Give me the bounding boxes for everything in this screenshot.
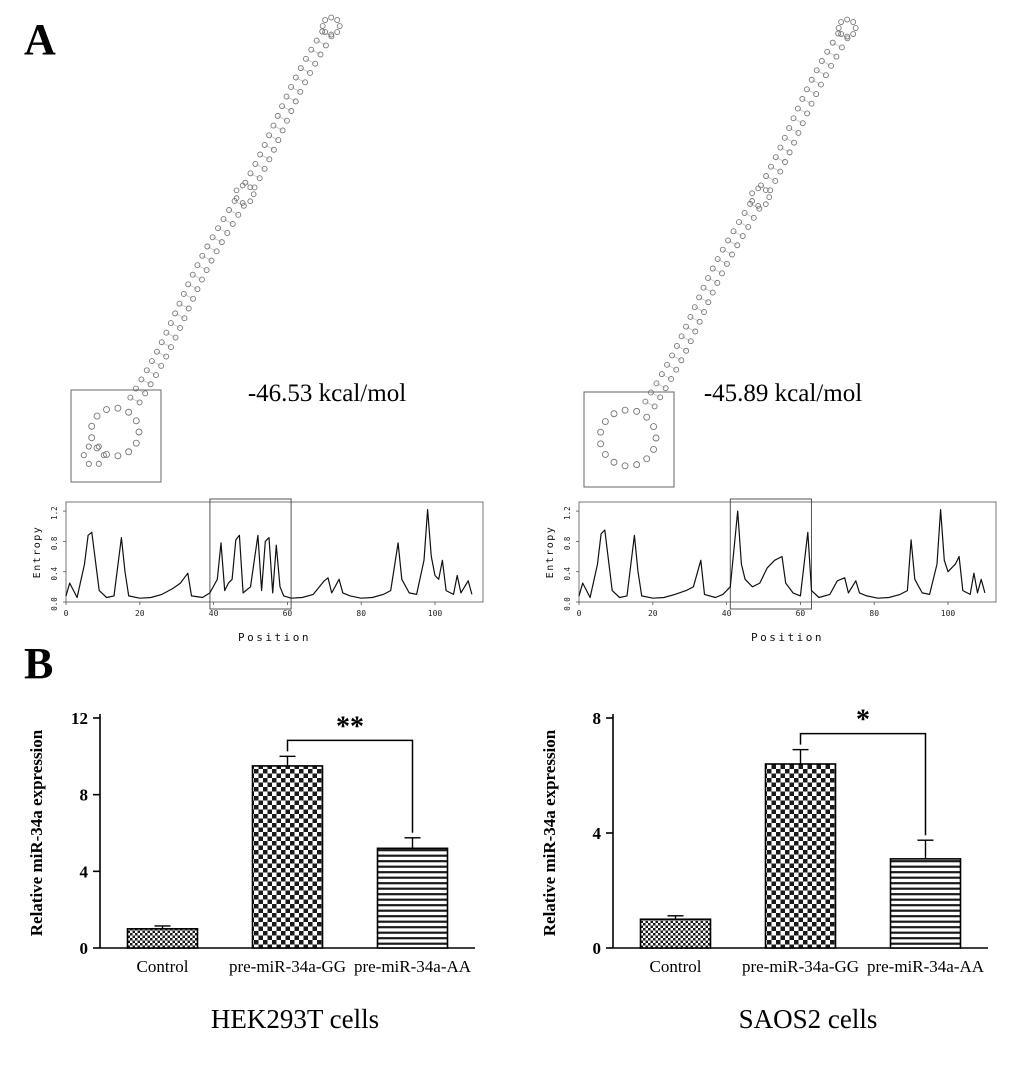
entropy-plot-right: 0.0 0.4 0.8 1.2 0 20 40 60 80 100 Entropy Position	[545, 498, 997, 644]
svg-text:pre-miR-34a-AA: pre-miR-34a-AA	[867, 957, 985, 976]
svg-text:0.8: 0.8	[563, 536, 572, 550]
svg-text:1.2: 1.2	[563, 506, 572, 520]
svg-text:40: 40	[209, 609, 219, 618]
svg-text:8: 8	[80, 786, 89, 805]
svg-text:100: 100	[428, 609, 443, 618]
svg-text:0.0: 0.0	[50, 597, 59, 611]
panel-a-label: A	[24, 15, 56, 64]
svg-text:80: 80	[869, 609, 879, 618]
svg-text:Relative miR-34a expression: Relative miR-34a expression	[27, 729, 46, 936]
svg-text:0: 0	[64, 609, 69, 618]
svg-text:0: 0	[80, 939, 89, 958]
svg-text:40: 40	[722, 609, 732, 618]
svg-text:12: 12	[71, 709, 88, 728]
svg-text:0.4: 0.4	[50, 566, 59, 580]
svg-text:Control: Control	[137, 957, 189, 976]
svg-text:pre-miR-34a-GG: pre-miR-34a-GG	[742, 957, 859, 976]
svg-text:pre-miR-34a-AA: pre-miR-34a-AA	[354, 957, 472, 976]
svg-text:80: 80	[356, 609, 366, 618]
svg-text:Control: Control	[650, 957, 702, 976]
svg-text:Entropy: Entropy	[545, 526, 556, 579]
svg-text:0.0: 0.0	[563, 597, 572, 611]
svg-text:Entropy: Entropy	[32, 526, 43, 579]
svg-text:20: 20	[135, 609, 145, 618]
panel-b-left: 0 4 8 12 Control pre-miR-34a-GG pre-miR-34a-AA…	[20, 688, 515, 1063]
svg-text:100: 100	[941, 609, 956, 618]
chart-caption-hek293t: HEK293T cells	[210, 1004, 380, 1034]
chart-caption-saos2: SAOS2 cells	[738, 1004, 878, 1034]
svg-text:4: 4	[593, 824, 602, 843]
svg-text:4: 4	[80, 862, 89, 881]
rna-hairpin-structure-left	[70, 14, 343, 483]
svg-text:60: 60	[796, 609, 806, 618]
svg-text:60: 60	[283, 609, 293, 618]
svg-text:0.4: 0.4	[563, 566, 572, 580]
svg-text:0.8: 0.8	[50, 536, 59, 550]
free-energy-value-right: -45.89 kcal/mol	[703, 380, 863, 407]
bar-chart-saos2: 0 4 8 Control pre-miR-34a-GG pre-miR-34a-AA * R…	[540, 705, 988, 976]
panel-b-right: 0 4 8 Control pre-miR-34a-GG pre-miR-34a-AA * R…	[533, 688, 1028, 1063]
panel-a-right: -45.89 kcal/mol 0.0 0.4 0.8 1.2 0 20 40 60 80 100…	[528, 8, 1033, 653]
free-energy-value-left: -46.53 kcal/mol	[247, 380, 407, 407]
svg-text:0: 0	[593, 939, 602, 958]
svg-text:pre-miR-34a-GG: pre-miR-34a-GG	[229, 957, 346, 976]
svg-text:8: 8	[593, 709, 602, 728]
panel-a-left: -46.53 kcal/mol 0.0 0.4 0.8 1.2 0 20 40 60 80 100…	[15, 8, 520, 653]
svg-text:Position: Position	[238, 631, 311, 644]
panel-b-label: B	[24, 639, 54, 688]
svg-text:0: 0	[577, 609, 582, 618]
svg-text:Relative miR-34a expression: Relative miR-34a expression	[540, 729, 559, 936]
svg-text:20: 20	[648, 609, 658, 618]
svg-text:Position: Position	[751, 631, 824, 644]
rna-hairpin-structure-right	[583, 16, 859, 488]
svg-text:1.2: 1.2	[50, 506, 59, 520]
entropy-plot-left: 0.0 0.4 0.8 1.2 0 20 40 60 80 100 Entropy Position	[32, 498, 484, 644]
bar-chart-hek293t: 0 4 8 12 Control pre-miR-34a-GG pre-miR-34a-AA…	[27, 709, 475, 976]
svg-text:**: **	[336, 711, 364, 742]
svg-text:*: *	[856, 705, 870, 736]
